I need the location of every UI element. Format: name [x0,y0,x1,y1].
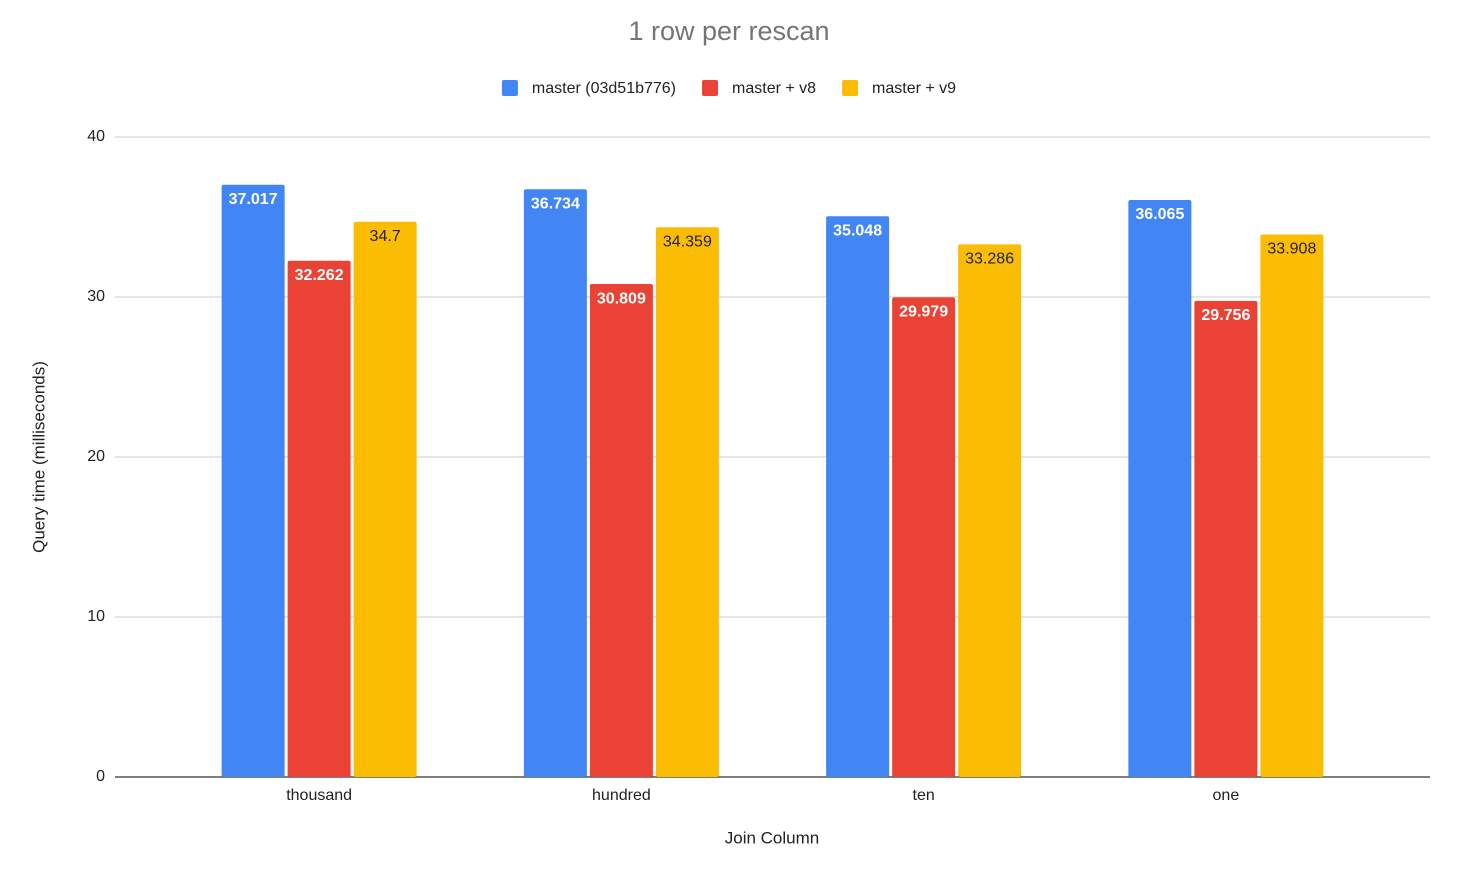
bar [892,297,956,777]
value-label: 34.7 [370,228,401,245]
bar [655,227,719,778]
legend-label: master + v9 [872,80,956,97]
value-label: 32.262 [295,267,344,284]
y-tick-label: 30 [87,288,105,305]
value-label: 29.979 [899,304,948,321]
y-tick-label: 0 [96,768,105,785]
bar [523,189,587,778]
y-axis-title: Query time (milliseconds) [29,361,48,553]
x-tick-label: one [1213,787,1240,804]
bar [958,244,1022,777]
bar [589,284,653,777]
bar [826,216,890,777]
value-label: 37.017 [229,191,278,208]
legend: master (03d51b776) master + v8 master + v9 [501,80,956,97]
value-label: 36.734 [531,195,580,212]
y-tick-label: 10 [87,608,105,625]
value-label: 35.048 [833,222,882,239]
bar [353,221,417,778]
chart-title: 1 row per rescan [628,16,829,46]
bar [221,184,285,777]
value-label: 36.065 [1135,206,1184,223]
value-label: 33.286 [965,251,1014,268]
legend-label: master + v8 [732,80,816,97]
legend-swatch [702,80,719,96]
x-axis-title: Join Column [725,828,820,847]
value-label: 33.908 [1267,241,1316,258]
value-label: 29.756 [1201,307,1250,324]
x-tick-label: hundred [592,787,651,804]
x-tick-label: thousand [286,787,352,804]
bar [287,260,351,778]
legend-label: master (03d51b776) [532,80,676,97]
bar [1194,300,1258,777]
bar [1260,234,1324,778]
y-tick-label: 20 [87,448,105,465]
value-label: 30.809 [597,290,646,307]
legend-swatch [842,80,859,96]
bar [1128,199,1192,777]
y-tick-label: 40 [87,128,105,145]
value-label: 34.359 [663,233,712,250]
legend-swatch [501,80,518,96]
x-tick-label: ten [913,787,935,804]
